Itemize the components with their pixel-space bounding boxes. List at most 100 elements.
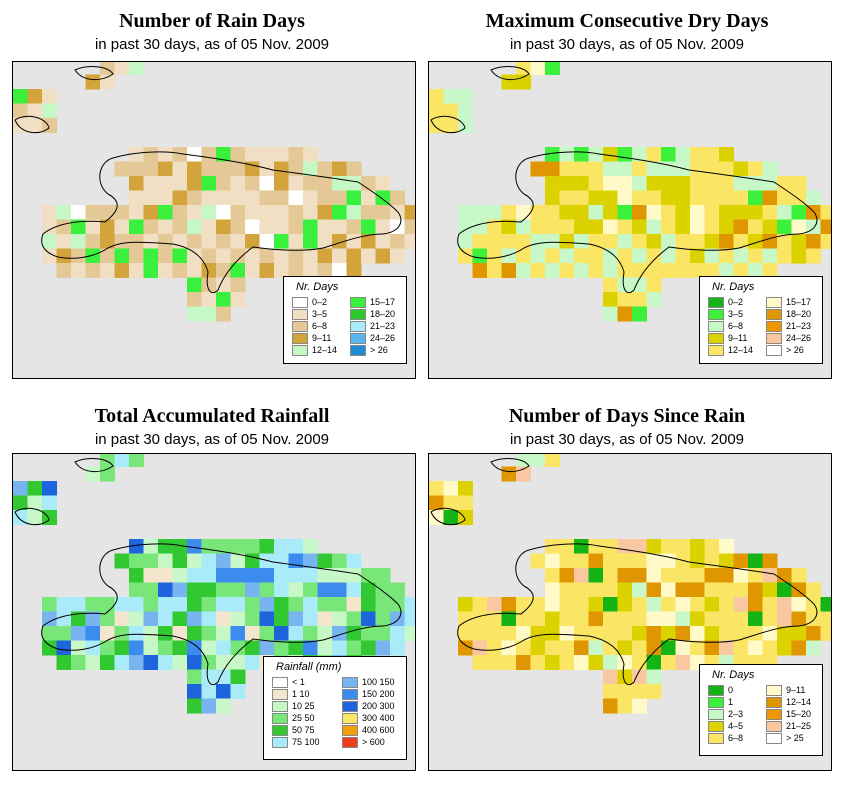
map-cell — [690, 568, 705, 583]
map-cell — [201, 205, 217, 220]
legend-dry-days: Nr. Days 0–2 3–5 6–8 9–11 12–14 15–17 18–20 21–2… — [699, 276, 823, 364]
legend-label: > 600 — [362, 737, 385, 747]
map-cell — [187, 190, 202, 206]
map-cell — [545, 655, 560, 670]
map-cell — [704, 190, 720, 206]
map-cell — [114, 611, 130, 627]
map-cell — [719, 147, 734, 162]
map-cell — [404, 597, 415, 612]
map-cell — [317, 626, 333, 641]
map-cell — [317, 176, 333, 191]
map-cell — [530, 626, 546, 641]
map-cell — [733, 582, 749, 598]
legend-label: 21–23 — [786, 321, 812, 331]
map-cell — [346, 611, 362, 627]
map-cell — [675, 626, 691, 641]
legend-days-since-rain: Nr. Days 0 1 2–3 4–5 6–8 9–11 12–14 15–20 21–25 > … — [699, 664, 823, 756]
map-cell — [545, 454, 560, 467]
map-cell — [777, 176, 792, 191]
map-cell — [216, 190, 231, 206]
map-cell — [516, 611, 531, 627]
legend-swatch — [342, 677, 358, 688]
map-cell — [187, 306, 202, 322]
map-cell — [472, 611, 488, 627]
map-cell — [617, 190, 633, 206]
map-cell — [443, 89, 459, 104]
legend-swatch — [342, 701, 358, 712]
map-cell — [42, 205, 57, 220]
map-cell — [762, 219, 778, 235]
map-cell — [143, 234, 159, 249]
map-cell — [158, 263, 173, 278]
map-cell — [375, 626, 391, 641]
map-cell — [143, 553, 159, 569]
map-cell — [245, 568, 260, 583]
map-cell — [129, 219, 144, 235]
map-cell — [588, 219, 604, 235]
map-cell — [820, 626, 831, 641]
legend-swatch — [766, 733, 782, 744]
map-cell — [317, 234, 333, 249]
map-cell — [158, 176, 173, 191]
map-cell — [487, 234, 502, 249]
map-cell — [487, 248, 502, 264]
legend-label: 1 10 — [292, 689, 310, 699]
map-cell — [158, 539, 173, 554]
legend-title: Rainfall (mm) — [276, 661, 342, 673]
map-cell — [632, 568, 647, 583]
map-cell — [230, 640, 246, 656]
map-cell — [346, 568, 362, 583]
legend-swatch — [272, 701, 288, 712]
map-cell — [632, 582, 647, 598]
map-cell — [429, 103, 444, 119]
map-cell — [172, 640, 188, 656]
legend-label: < 1 — [292, 677, 305, 687]
map-cell — [704, 205, 720, 220]
map-cell — [559, 553, 575, 569]
map-cell — [458, 103, 473, 119]
map-cell — [748, 553, 763, 569]
map-cell — [661, 568, 676, 583]
map-cell — [317, 205, 333, 220]
map-cell — [516, 640, 531, 656]
map-cell — [675, 248, 691, 264]
map-cell — [806, 597, 821, 612]
map-cell — [690, 190, 705, 206]
map-cell — [559, 582, 575, 598]
map-cell — [559, 655, 575, 670]
map-cell — [603, 147, 618, 162]
map-cell — [216, 147, 231, 162]
map-cell — [346, 190, 362, 206]
map-cell — [632, 669, 647, 685]
map-cell — [748, 161, 763, 177]
map-cell — [733, 234, 749, 249]
map-cell — [501, 74, 517, 90]
map-cell — [820, 611, 831, 627]
legend-swatch — [272, 713, 288, 724]
map-cell — [230, 626, 246, 641]
map-cell — [13, 118, 28, 133]
map-cell — [603, 568, 618, 583]
map-cell — [516, 263, 531, 278]
map-cell — [429, 510, 444, 525]
map-cell — [332, 640, 347, 656]
map-cell — [472, 263, 488, 278]
map-cell — [13, 495, 28, 511]
map-cell — [559, 568, 575, 583]
map-cell — [719, 582, 734, 598]
map-cell — [617, 669, 633, 685]
map-cell — [559, 611, 575, 627]
map-cell — [501, 219, 517, 235]
map-cell — [245, 640, 260, 656]
map-cell — [187, 597, 202, 612]
map-cell — [559, 640, 575, 656]
map-cell — [487, 611, 502, 627]
legend-swatch — [272, 725, 288, 736]
map-cell — [187, 611, 202, 627]
map-cell — [806, 248, 821, 264]
map-cell — [288, 205, 304, 220]
map-cell — [13, 510, 28, 525]
map-cell — [690, 597, 705, 612]
map-cell — [545, 219, 560, 235]
map-cell — [230, 205, 246, 220]
